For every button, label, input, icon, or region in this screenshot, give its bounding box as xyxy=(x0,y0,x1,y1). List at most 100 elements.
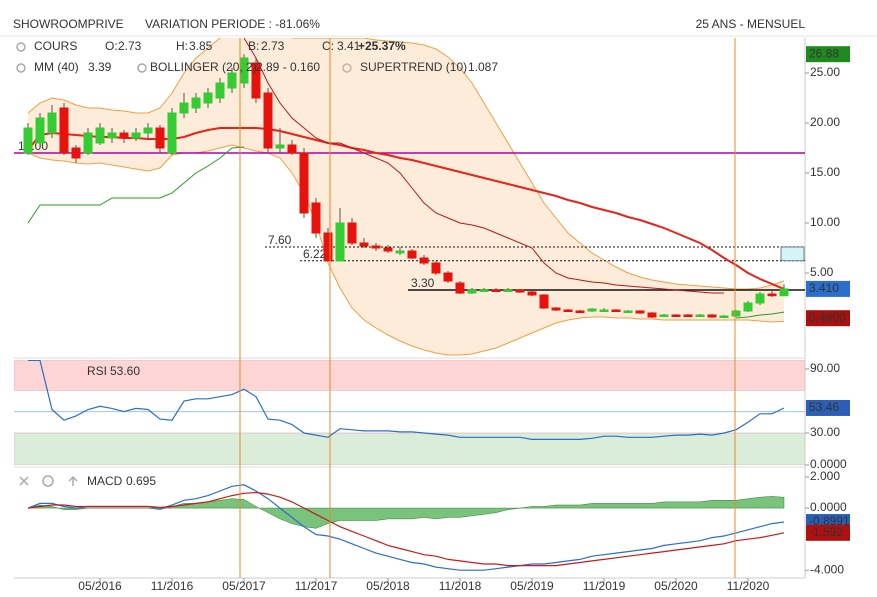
moving-average xyxy=(27,127,785,291)
price-tag-label: -1.592 xyxy=(809,525,843,539)
legend-label: B: xyxy=(248,39,259,53)
price-tag xyxy=(806,399,850,416)
candle-body xyxy=(215,82,225,99)
candle-body xyxy=(419,257,429,264)
candle-body xyxy=(203,92,213,104)
candle-body xyxy=(143,127,153,134)
indicator-panel xyxy=(14,360,805,465)
legend-supertrend-value: 1.087 xyxy=(468,60,498,74)
candle-body xyxy=(647,312,657,318)
legend-value: 2.73 xyxy=(118,39,142,53)
y-tick-label: 0.0000 xyxy=(810,457,847,471)
candle-body xyxy=(623,310,633,313)
price-tag xyxy=(806,524,850,541)
candle-body xyxy=(515,289,525,293)
price-tag xyxy=(806,280,850,297)
candle-body xyxy=(611,309,621,312)
candle-body xyxy=(659,314,669,317)
candle-body xyxy=(311,202,321,234)
y-tick-label: 25.00 xyxy=(810,65,840,79)
candle-body xyxy=(599,309,609,312)
candle-body xyxy=(503,289,513,292)
candle-body xyxy=(251,62,261,99)
panel-name: MACD xyxy=(87,474,123,488)
legend-supertrend: SUPERTREND (10) xyxy=(360,60,467,74)
bollinger-band xyxy=(28,38,784,355)
indicator-line xyxy=(27,484,785,571)
indicator-panel xyxy=(27,484,785,571)
zone xyxy=(14,432,805,465)
candle-body xyxy=(35,117,45,144)
level-label: 6.22 xyxy=(303,247,327,261)
x-tick-label: 11/2018 xyxy=(439,579,482,593)
candle-body xyxy=(491,289,501,292)
candle-body xyxy=(335,222,345,262)
x-tick-label: 05/2016 xyxy=(78,579,122,593)
x-tick-label: 11/2017 xyxy=(295,579,338,593)
candle-body xyxy=(539,294,549,309)
legend-name: COURS xyxy=(34,39,77,53)
price-tag xyxy=(806,46,850,63)
candle-body xyxy=(107,132,117,139)
title: SHOWROOMPRIVE xyxy=(13,17,124,31)
price-panel: 17.007.606.223.30 xyxy=(14,38,805,356)
legend-ma: MM (40) xyxy=(34,60,79,74)
indicator-line xyxy=(27,491,785,567)
candle-body xyxy=(527,291,537,296)
candle-body xyxy=(443,272,453,282)
subtitle: VARIATION PERIODE : -81.06% xyxy=(145,17,320,31)
price-tag-label: 3.410 xyxy=(809,281,839,295)
level-label: 3.30 xyxy=(411,276,435,290)
candle-body xyxy=(95,127,105,144)
candle-body xyxy=(263,92,273,149)
candle-body xyxy=(287,144,297,154)
candle-body xyxy=(179,102,189,114)
x-tick-label: 05/2017 xyxy=(222,579,266,593)
x-tick-label: 05/2019 xyxy=(510,579,554,593)
candle-body xyxy=(779,288,789,297)
y-tick-label: 10.00 xyxy=(810,215,840,229)
candle-body xyxy=(191,97,201,109)
candle-body xyxy=(119,132,129,139)
x-tick-label: 05/2018 xyxy=(366,579,410,593)
indicator-line xyxy=(28,360,785,440)
legend-bollinger-value: 2.89 - 0.160 xyxy=(256,60,320,74)
candle-body xyxy=(731,310,741,317)
zone xyxy=(14,360,805,391)
price-tag-label: 26.88 xyxy=(809,46,839,60)
legend-value: 3.85 xyxy=(189,39,213,53)
candle-body xyxy=(383,247,393,252)
level-label: 7.60 xyxy=(268,233,292,247)
candle-body xyxy=(323,232,333,262)
candle-body xyxy=(71,147,81,159)
candle-body xyxy=(551,307,561,311)
candle-body xyxy=(719,315,729,318)
y-tick-label: 30.00 xyxy=(810,425,840,439)
candle-body xyxy=(755,293,765,304)
candle-body xyxy=(407,250,417,259)
candle-body xyxy=(359,242,369,247)
panel-value: 0.695 xyxy=(126,474,156,488)
candle-body xyxy=(743,302,753,312)
candle-body xyxy=(767,293,777,297)
candle-body xyxy=(167,112,177,154)
candle-body xyxy=(131,132,141,139)
period: 25 ANS - MENSUEL xyxy=(696,17,806,31)
x-tick-label: 05/2020 xyxy=(654,579,698,593)
panel-value: 53.60 xyxy=(110,364,140,378)
candle-body xyxy=(155,127,165,149)
candle-body xyxy=(563,309,573,312)
y-tick-label: 5.00 xyxy=(810,265,834,279)
candle-body xyxy=(431,262,441,274)
supertrend-down xyxy=(243,38,724,294)
y-tick-label: 90.00 xyxy=(810,361,840,375)
legend-value: 3.41 xyxy=(337,39,361,53)
bollinger-upper xyxy=(27,38,785,290)
price-tag xyxy=(806,310,850,327)
level-zone xyxy=(780,246,805,262)
x-tick-label: 11/2016 xyxy=(151,579,194,593)
legend-label: C: xyxy=(322,39,334,53)
price-tag-label: 0.4800 xyxy=(809,310,846,324)
